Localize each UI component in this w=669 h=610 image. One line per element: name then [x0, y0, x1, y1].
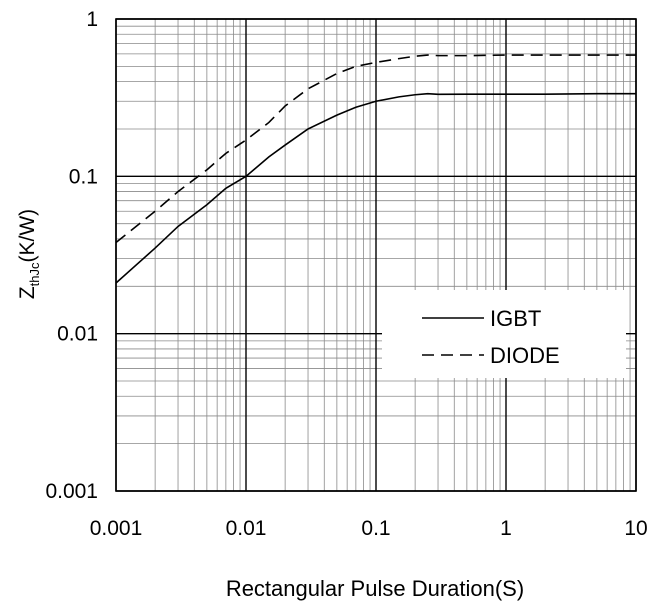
series-line-igbt — [115, 92, 636, 284]
x-tick-label: 0.01 — [226, 517, 267, 540]
x-tick-label: 0.001 — [90, 517, 143, 540]
x-axis-title: Rectangular Pulse Duration(S) — [226, 576, 524, 601]
x-axis-tick-labels: 0.001 0.01 0.1 1 10 — [90, 517, 648, 540]
legend-box — [382, 290, 626, 378]
x-tick-label: 1 — [500, 517, 512, 540]
series-layer — [115, 54, 636, 284]
x-tick-label: 10 — [624, 517, 647, 540]
y-tick-label: 0.001 — [45, 480, 98, 503]
y-tick-label: 1 — [86, 8, 98, 31]
y-axis-title-main: Z — [16, 286, 39, 299]
legend-label-diode: DIODE — [490, 343, 560, 368]
y-tick-label: 0.1 — [69, 165, 98, 188]
y-axis-title-unit: (K/W) — [16, 209, 39, 263]
legend: IGBT DIODE — [422, 306, 560, 368]
y-axis-title: ZthJc(K/W) — [16, 209, 42, 299]
y-axis-title-subscript: thJc — [27, 262, 42, 286]
series-line-diode — [115, 54, 636, 244]
legend-label-igbt: IGBT — [490, 306, 541, 331]
y-axis-tick-labels: 0.001 0.01 0.1 1 — [45, 8, 98, 503]
y-tick-label: 0.01 — [57, 323, 98, 346]
x-tick-label: 0.1 — [361, 517, 390, 540]
plot-frame — [115, 18, 637, 492]
